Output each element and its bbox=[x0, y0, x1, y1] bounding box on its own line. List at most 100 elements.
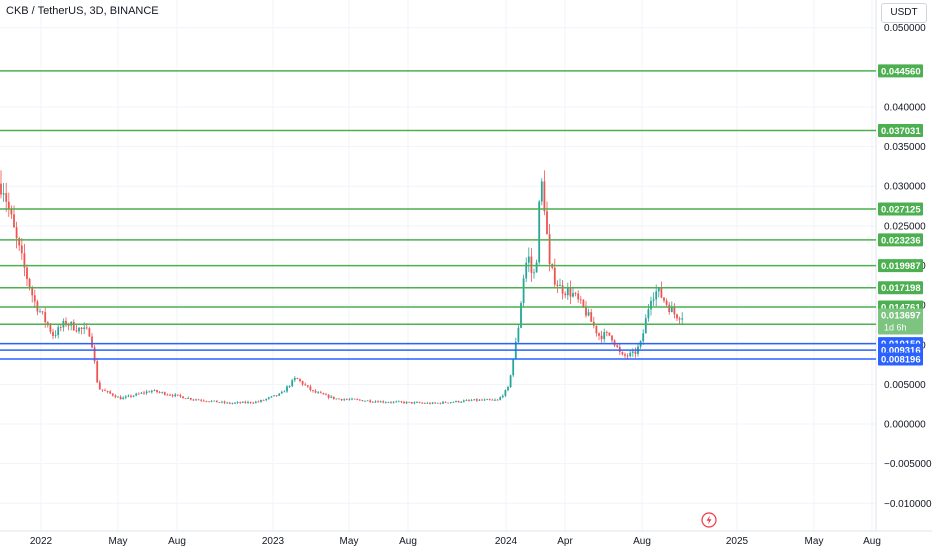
resistance-price-label-bg bbox=[878, 124, 923, 138]
x-tick-label: Aug bbox=[633, 536, 651, 547]
candle-body bbox=[49, 325, 52, 332]
candle-body bbox=[462, 400, 465, 402]
candle-body bbox=[553, 267, 556, 285]
candle-body bbox=[200, 399, 203, 401]
candle-body bbox=[413, 402, 416, 404]
candle-body bbox=[611, 335, 613, 341]
countdown-label: 1d 6h bbox=[884, 322, 907, 332]
candle-body bbox=[59, 327, 62, 328]
candle-body bbox=[538, 201, 541, 263]
candle-body bbox=[267, 397, 270, 399]
candle-body bbox=[572, 293, 574, 297]
candle-body bbox=[140, 392, 143, 394]
candle-body bbox=[39, 311, 41, 313]
candle-body bbox=[579, 299, 582, 301]
candle-body bbox=[210, 400, 213, 402]
candle-body bbox=[582, 299, 585, 307]
candle-body bbox=[10, 208, 13, 215]
candle-body bbox=[356, 399, 359, 401]
candle-body bbox=[616, 345, 619, 348]
candle-body bbox=[540, 181, 543, 202]
support-price-label: 0.009316 bbox=[881, 346, 921, 357]
candle-body bbox=[447, 402, 450, 404]
candle-body bbox=[348, 399, 351, 401]
candle-body bbox=[278, 393, 281, 396]
candle-body bbox=[197, 399, 200, 401]
y-tick-label: 0.025000 bbox=[884, 221, 926, 232]
candle-body bbox=[556, 284, 559, 287]
candle-body bbox=[275, 395, 278, 397]
candle-body bbox=[598, 333, 600, 336]
candle-body bbox=[135, 393, 138, 396]
candle-body bbox=[397, 401, 400, 403]
candle-body bbox=[218, 402, 221, 404]
candle-body bbox=[650, 300, 652, 310]
candle-body bbox=[247, 401, 249, 403]
candle-body bbox=[371, 401, 374, 403]
candle-body bbox=[647, 309, 650, 319]
candle-body bbox=[0, 183, 2, 195]
candle-body bbox=[270, 396, 273, 398]
candle-body bbox=[174, 394, 177, 397]
resistance-price-label-bg bbox=[878, 281, 923, 295]
candle-body bbox=[660, 287, 663, 298]
support-price-label-bg bbox=[878, 352, 923, 366]
candle-body bbox=[585, 306, 587, 316]
candle-body bbox=[481, 399, 483, 401]
candle-body bbox=[31, 288, 34, 296]
candle-body bbox=[605, 332, 608, 333]
candle-body bbox=[535, 262, 538, 273]
candle-body bbox=[156, 390, 158, 393]
candle-body bbox=[111, 393, 114, 396]
candle-body bbox=[132, 395, 135, 397]
candle-body bbox=[195, 399, 197, 401]
candle-body bbox=[449, 402, 452, 404]
candle-body bbox=[678, 318, 681, 320]
x-tick-label: Aug bbox=[863, 536, 881, 547]
candle-body bbox=[530, 256, 533, 273]
candle-body bbox=[124, 396, 127, 398]
candle-body bbox=[213, 400, 216, 402]
candle-body bbox=[234, 402, 236, 404]
candle-body bbox=[179, 394, 182, 397]
candle-body bbox=[169, 394, 171, 396]
candle-body bbox=[629, 352, 632, 357]
candle-body bbox=[494, 399, 496, 401]
candle-body bbox=[525, 262, 528, 279]
candle-body bbox=[114, 395, 117, 398]
currency-button[interactable]: USDT bbox=[881, 3, 927, 23]
candle-body bbox=[431, 402, 434, 404]
candle-body bbox=[624, 354, 626, 356]
candle-body bbox=[478, 399, 481, 401]
resistance-price-label-bg bbox=[878, 202, 923, 216]
candle-body bbox=[283, 391, 286, 393]
candle-body bbox=[626, 355, 629, 357]
candle-body bbox=[122, 397, 125, 400]
lightning-icon[interactable] bbox=[701, 512, 717, 528]
candle-body bbox=[426, 402, 429, 404]
candle-body bbox=[496, 399, 499, 401]
candle-body bbox=[265, 398, 268, 401]
candle-body bbox=[223, 401, 226, 403]
candle-body bbox=[369, 400, 372, 402]
candle-body bbox=[673, 307, 676, 315]
candle-body bbox=[330, 396, 333, 398]
candle-body bbox=[351, 398, 353, 400]
candle-body bbox=[127, 395, 130, 397]
y-tick-label: 0.005000 bbox=[884, 380, 926, 391]
candle-body bbox=[93, 347, 96, 362]
candle-body bbox=[184, 398, 187, 400]
candle-body bbox=[215, 400, 218, 403]
candle-body bbox=[374, 401, 377, 403]
candle-body bbox=[96, 361, 99, 383]
candle-body bbox=[527, 256, 530, 263]
candle-body bbox=[410, 401, 413, 404]
candle-body bbox=[98, 382, 101, 390]
candle-body bbox=[631, 351, 634, 353]
candle-body bbox=[405, 401, 408, 404]
candle-body bbox=[473, 399, 476, 401]
candle-body bbox=[488, 399, 491, 401]
candle-body bbox=[343, 399, 346, 401]
current-price-bg bbox=[878, 308, 923, 335]
